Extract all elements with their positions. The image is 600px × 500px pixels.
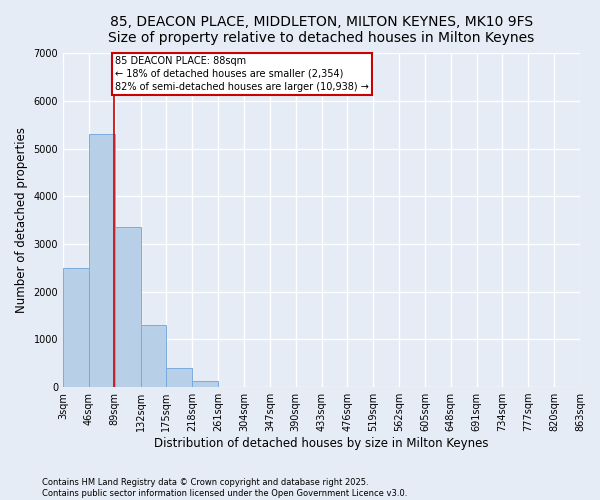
Title: 85, DEACON PLACE, MIDDLETON, MILTON KEYNES, MK10 9FS
Size of property relative t: 85, DEACON PLACE, MIDDLETON, MILTON KEYN… [109, 15, 535, 45]
Text: 85 DEACON PLACE: 88sqm
← 18% of detached houses are smaller (2,354)
82% of semi-: 85 DEACON PLACE: 88sqm ← 18% of detached… [115, 56, 368, 92]
Text: Contains HM Land Registry data © Crown copyright and database right 2025.
Contai: Contains HM Land Registry data © Crown c… [42, 478, 407, 498]
Bar [140, 325, 166, 387]
Bar [115, 228, 140, 387]
Bar [192, 381, 218, 387]
Bar [166, 368, 192, 387]
Bar [89, 134, 115, 387]
X-axis label: Distribution of detached houses by size in Milton Keynes: Distribution of detached houses by size … [154, 437, 489, 450]
Bar [63, 268, 89, 387]
Y-axis label: Number of detached properties: Number of detached properties [15, 127, 28, 313]
